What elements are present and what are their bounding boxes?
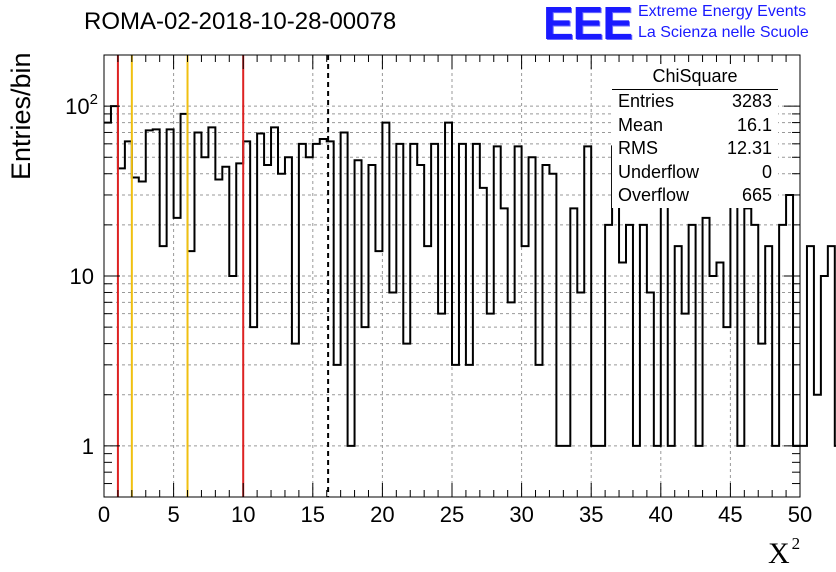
logo-mark: EEE	[543, 0, 633, 49]
stats-row: Entries 3283	[612, 90, 778, 114]
y-axis-ticks: 1 10 102	[65, 54, 800, 498]
x-tick-label: 50	[788, 502, 812, 527]
stats-box: ChiSquare Entries 3283 Mean 16.1 RMS 12.31 …	[612, 64, 778, 208]
stats-value: 665	[741, 185, 772, 205]
x-tick-label: 20	[370, 502, 394, 527]
x-tick-label: 5	[167, 502, 179, 527]
stats-label: Mean	[618, 114, 664, 135]
x-axis-label-superscript: 2	[791, 534, 801, 553]
histogram-step-line	[104, 105, 836, 447]
stats-row: RMS 12.31	[612, 137, 778, 161]
x-tick-label: 40	[649, 502, 673, 527]
y-tick-label: 102	[65, 91, 98, 119]
stats-label: Overflow	[618, 185, 690, 205]
x-tick-label: 0	[98, 502, 110, 527]
x-tick-label: 25	[440, 502, 464, 527]
x-tick-label: 30	[509, 502, 533, 527]
x-tick-label: 35	[579, 502, 603, 527]
stats-value: 12.31	[726, 138, 772, 158]
stats-value: 3283	[731, 91, 772, 111]
stats-label: Entries	[618, 91, 675, 111]
x-tick-label: 45	[718, 502, 742, 527]
x-tick-label: 10	[231, 502, 255, 527]
y-axis-label: Entries/bin	[6, 52, 36, 180]
stats-label: RMS	[618, 138, 658, 158]
stats-value: 0	[761, 161, 772, 182]
x-axis-label-base: X	[768, 537, 790, 570]
stats-row: Mean 16.1	[612, 114, 778, 138]
stats-row: Underflow 0	[612, 161, 778, 185]
chart-title: ROMA-02-2018-10-28-00078	[84, 8, 397, 35]
logo-line-1: Extreme Energy Events	[638, 3, 807, 20]
y-tick-label: 10	[70, 264, 94, 289]
stats-row: Overflow 665	[612, 184, 778, 208]
x-tick-label: 15	[301, 502, 325, 527]
x-axis-ticks: 0 5 10 15 20 25 30 35 40 45 50	[98, 55, 812, 527]
stats-label: Underflow	[618, 161, 700, 182]
y-tick-label: 1	[82, 434, 94, 459]
logo-line-2: La Scienza nelle Scuole	[638, 24, 809, 41]
stats-value: 16.1	[736, 114, 772, 135]
stats-title: ChiSquare	[612, 64, 778, 90]
